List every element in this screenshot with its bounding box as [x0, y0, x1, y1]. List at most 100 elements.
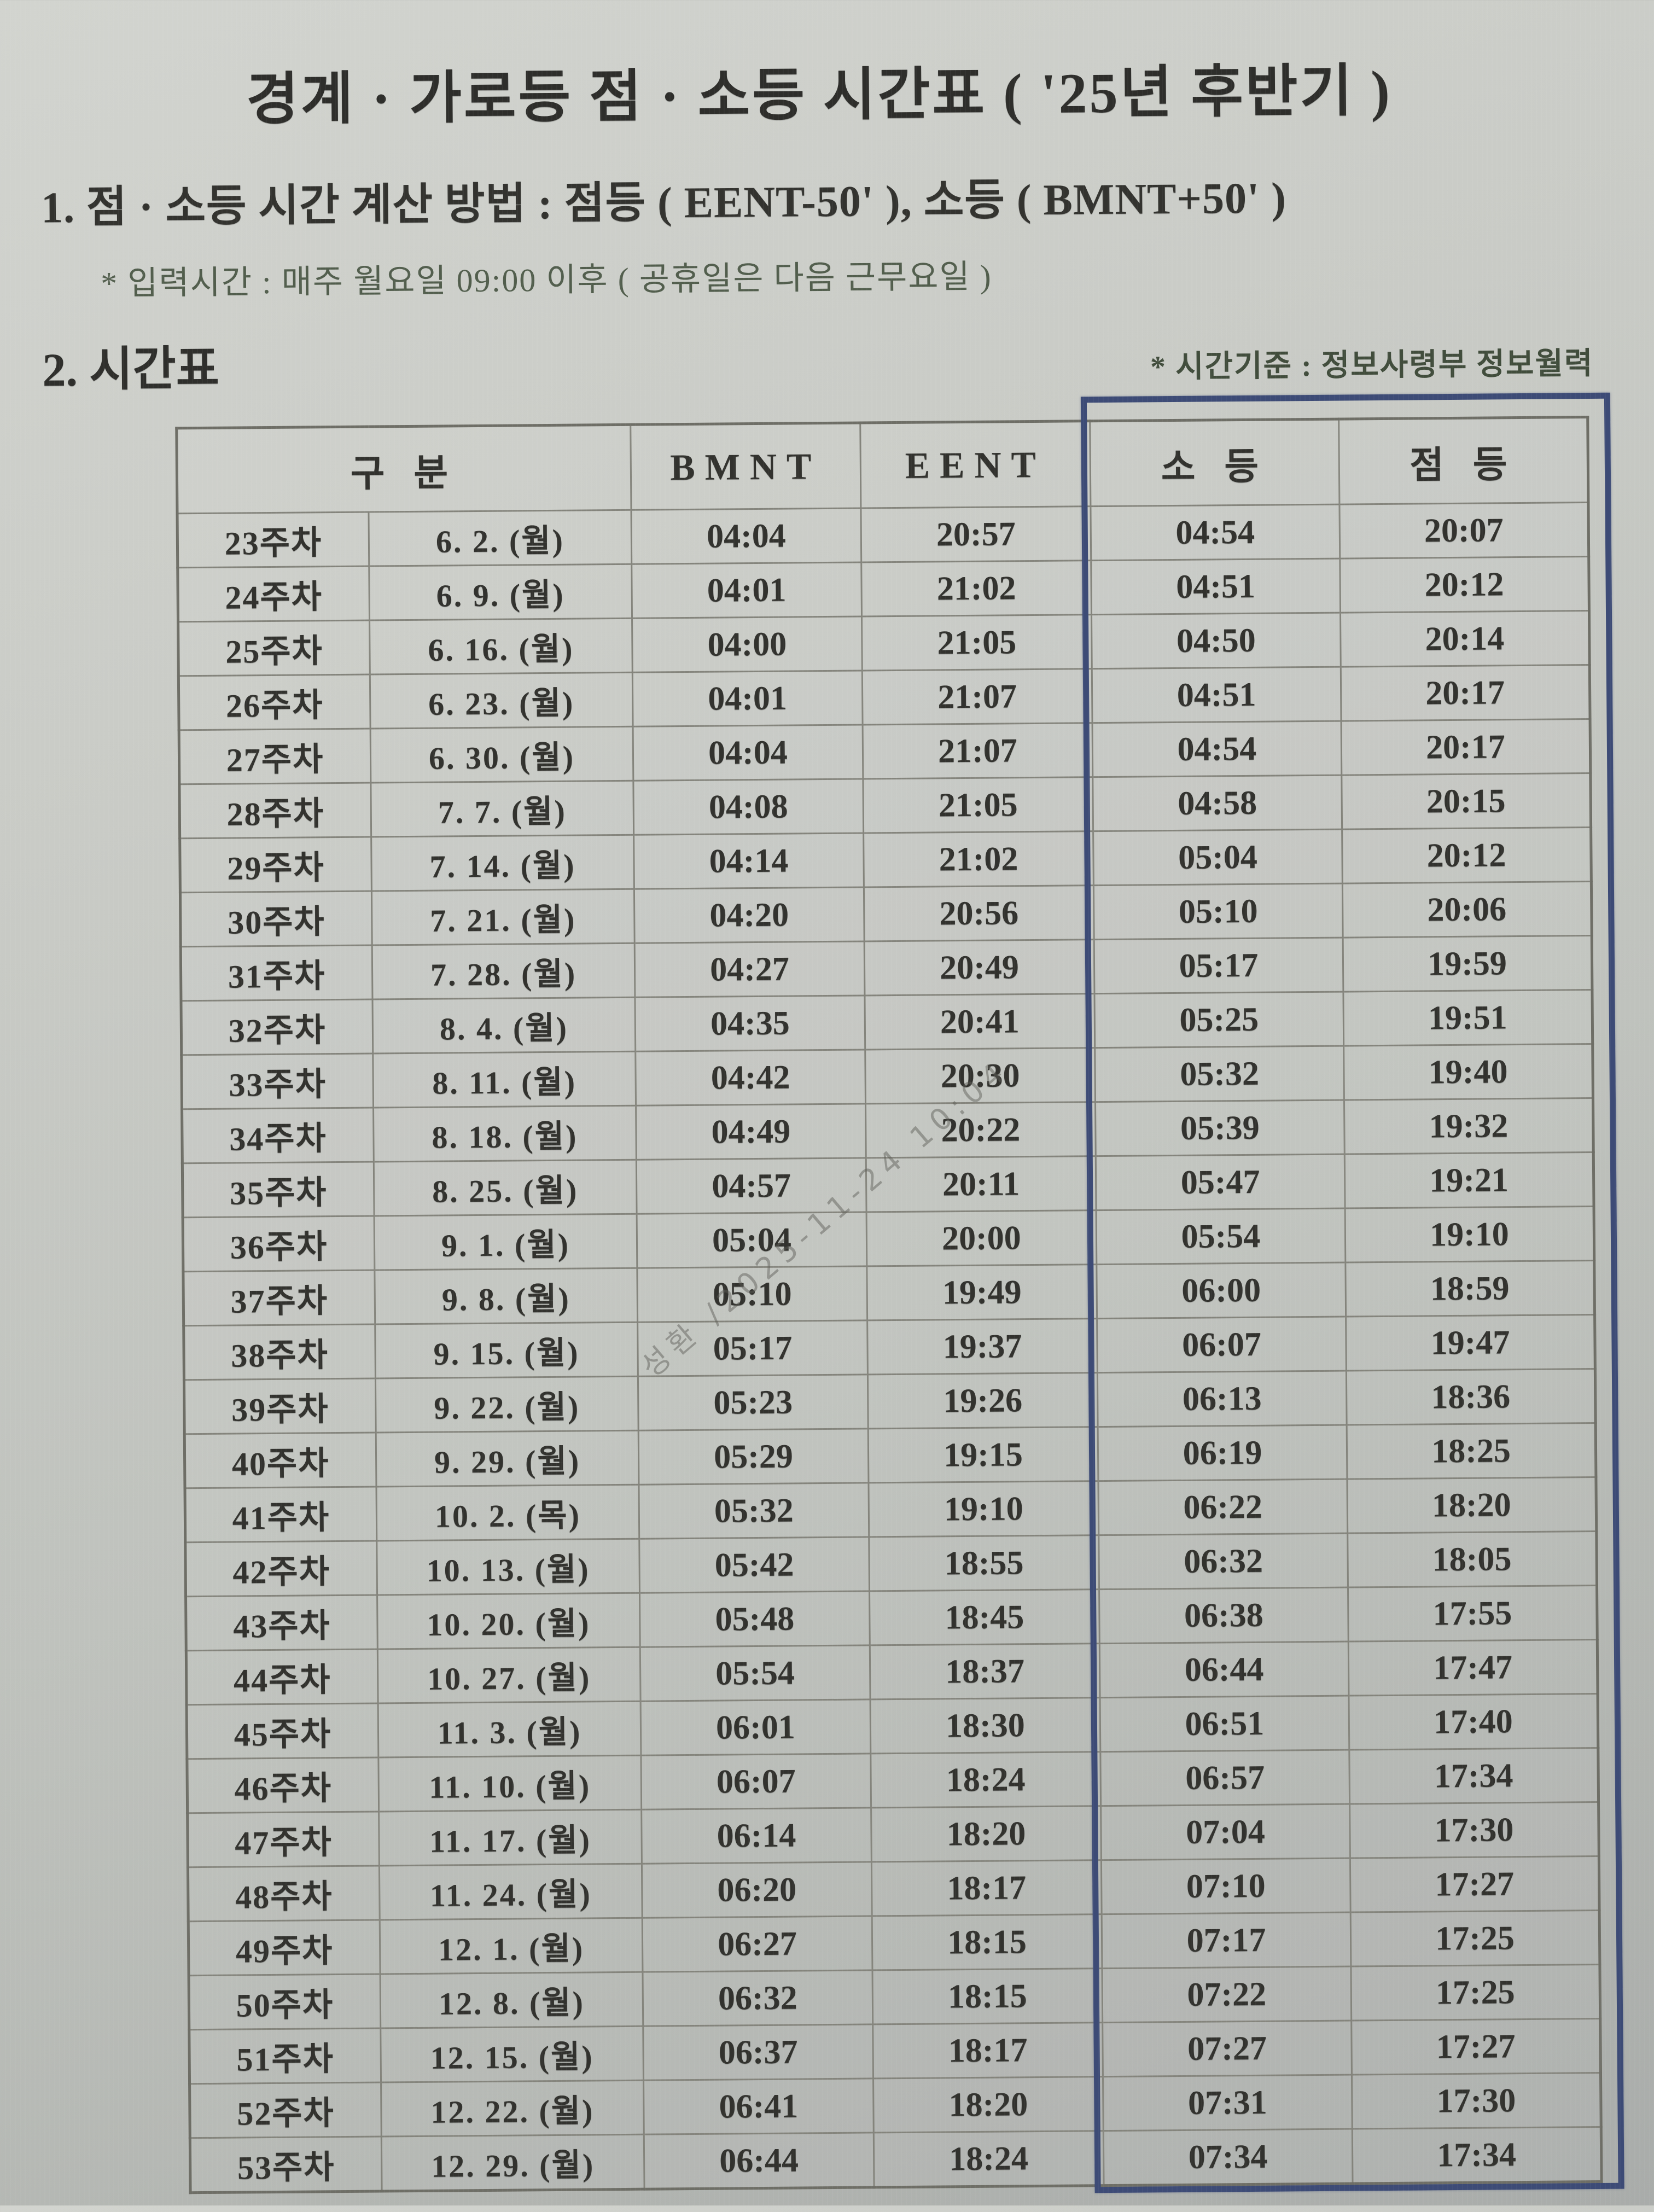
lights-off-cell: 06:19 [1098, 1425, 1347, 1481]
week-cell: 35주차 [182, 1162, 375, 1218]
header-category: 구 분 [176, 424, 631, 514]
date-cell: 6. 23. (월) [370, 672, 633, 729]
bmnt-cell: 05:23 [638, 1374, 869, 1431]
week-cell: 42주차 [185, 1540, 377, 1597]
section2-title: 2. 시간표 [42, 342, 220, 397]
eent-cell: 21:05 [863, 777, 1093, 833]
input-time-note: * 입력시간 : 매주 월요일 09:00 이후 ( 공휴일은 다음 근무요일 … [100, 258, 992, 302]
eent-cell: 21:07 [863, 723, 1093, 779]
week-cell: 37주차 [183, 1270, 375, 1326]
week-cell: 38주차 [183, 1324, 376, 1380]
week-cell: 28주차 [179, 783, 371, 839]
date-cell: 12. 29. (월) [381, 2134, 645, 2191]
date-cell: 12. 22. (월) [381, 2080, 644, 2137]
eent-cell: 20:00 [866, 1210, 1097, 1266]
lights-on-cell: 17:30 [1352, 2073, 1601, 2129]
lights-off-cell: 06:51 [1100, 1696, 1349, 1752]
lights-on-cell: 19:59 [1343, 935, 1592, 992]
lights-on-cell: 18:59 [1345, 1260, 1595, 1317]
lights-off-cell: 07:27 [1102, 2021, 1352, 2077]
timetable-body: 23주차 6. 2. (월) 04:04 20:57 04:54 20:07 2… [177, 502, 1602, 2193]
bmnt-cell: 05:04 [637, 1212, 867, 1268]
time-basis-note: * 시간기준 : 정보사령부 정보월력 [1150, 346, 1594, 385]
week-cell: 25주차 [178, 620, 370, 676]
week-cell: 34주차 [182, 1108, 374, 1163]
lights-off-cell: 05:32 [1094, 1046, 1344, 1102]
eent-cell: 20:49 [864, 939, 1094, 996]
bmnt-cell: 05:48 [639, 1591, 870, 1648]
lights-off-cell: 07:22 [1102, 1966, 1352, 2023]
bmnt-cell: 04:27 [634, 941, 865, 998]
lights-on-cell: 17:34 [1349, 1748, 1599, 1804]
lights-off-cell: 04:54 [1092, 721, 1342, 777]
bmnt-cell: 05:42 [639, 1536, 870, 1593]
week-cell: 46주차 [187, 1757, 379, 1813]
lights-on-cell: 17:27 [1351, 2018, 1601, 2075]
date-cell: 9. 8. (월) [374, 1268, 638, 1325]
lights-on-cell: 20:17 [1341, 665, 1591, 721]
lights-on-cell: 18:05 [1347, 1531, 1597, 1588]
week-cell: 33주차 [181, 1053, 374, 1109]
lights-off-cell: 06:32 [1098, 1533, 1348, 1590]
bmnt-cell: 05:32 [638, 1482, 869, 1539]
week-cell: 26주차 [178, 674, 371, 730]
timetable: 구 분 BMNT EENT 소 등 점 등 23주차 6. 2. (월) 04:… [175, 416, 1603, 2194]
week-cell: 45주차 [187, 1703, 378, 1759]
eent-cell: 20:57 [860, 506, 1091, 562]
lights-on-cell: 17:40 [1349, 1693, 1598, 1750]
lights-off-cell: 05:17 [1094, 938, 1343, 994]
date-cell: 12. 1. (월) [380, 1918, 643, 1974]
eent-cell: 18:45 [869, 1589, 1100, 1645]
week-cell: 51주차 [189, 2028, 381, 2084]
lights-on-cell: 17:27 [1350, 1856, 1600, 1913]
date-cell: 9. 1. (월) [374, 1214, 637, 1271]
lights-off-cell: 06:13 [1097, 1371, 1347, 1427]
lights-off-cell: 05:25 [1094, 992, 1344, 1048]
bmnt-cell: 04:20 [634, 887, 865, 944]
lights-off-cell: 05:54 [1096, 1208, 1346, 1265]
eent-cell: 19:10 [868, 1481, 1099, 1537]
eent-cell: 20:30 [865, 1047, 1096, 1104]
eent-cell: 19:49 [866, 1264, 1097, 1320]
bmnt-cell: 06:01 [640, 1699, 871, 1756]
lights-off-cell: 07:31 [1103, 2075, 1353, 2131]
timetable-wrap: 구 분 BMNT EENT 소 등 점 등 23주차 6. 2. (월) 04:… [175, 392, 1624, 2194]
date-cell: 9. 15. (월) [375, 1322, 638, 1378]
bmnt-cell: 04:01 [632, 670, 863, 727]
eent-cell: 18:20 [873, 2076, 1104, 2133]
bmnt-cell: 06:27 [642, 1916, 872, 1972]
header-eent: EENT [860, 421, 1091, 508]
week-cell: 31주차 [180, 945, 372, 1001]
bmnt-cell: 05:29 [638, 1428, 869, 1485]
eent-cell: 21:07 [862, 668, 1093, 725]
eent-cell: 18:15 [872, 1968, 1103, 2024]
bmnt-cell: 04:57 [636, 1157, 867, 1214]
section2-row: 2. 시간표 * 시간기준 : 정보사령부 정보월력 [42, 319, 1594, 399]
lights-off-cell: 07:17 [1102, 1912, 1351, 1969]
date-cell: 6. 30. (월) [370, 726, 633, 783]
date-cell: 12. 8. (월) [380, 1972, 643, 2028]
date-cell: 11. 3. (월) [378, 1701, 641, 1757]
bmnt-cell: 05:17 [637, 1320, 868, 1377]
lights-on-cell: 20:12 [1339, 556, 1589, 613]
date-cell: 8. 25. (월) [374, 1160, 637, 1216]
eent-cell: 20:56 [864, 885, 1094, 941]
lights-on-cell: 17:34 [1352, 2127, 1602, 2184]
date-cell: 8. 4. (월) [372, 997, 636, 1054]
lights-off-cell: 04:50 [1091, 613, 1341, 669]
bmnt-cell: 06:14 [641, 1807, 872, 1864]
lights-off-cell: 06:57 [1100, 1750, 1350, 1806]
date-cell: 6. 9. (월) [369, 564, 632, 621]
lights-on-cell: 17:47 [1348, 1639, 1598, 1696]
date-cell: 9. 22. (월) [375, 1376, 639, 1433]
date-cell: 10. 2. (목) [376, 1485, 639, 1541]
date-cell: 7. 28. (월) [372, 943, 635, 1000]
lights-on-cell: 17:55 [1348, 1585, 1598, 1642]
eent-cell: 18:24 [873, 2130, 1104, 2187]
lights-off-cell: 07:04 [1100, 1804, 1350, 1860]
lights-on-cell: 19:10 [1345, 1206, 1594, 1263]
lights-on-cell: 18:20 [1347, 1477, 1597, 1534]
date-cell: 9. 29. (월) [376, 1430, 639, 1487]
lights-off-cell: 07:34 [1103, 2129, 1353, 2186]
eent-cell: 21:05 [861, 614, 1092, 671]
